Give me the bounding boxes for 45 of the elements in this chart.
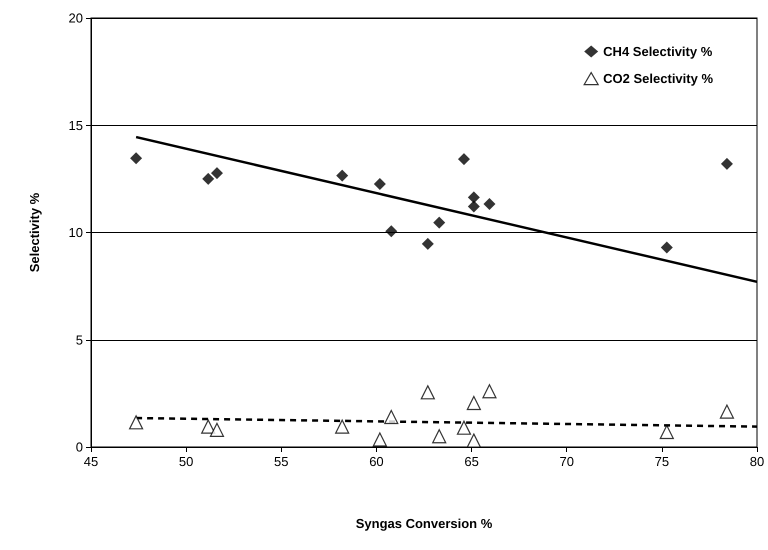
point xyxy=(660,424,674,440)
point xyxy=(385,225,398,238)
y-tick-label: 10 xyxy=(68,225,83,240)
legend-label: CH4 Selectivity % xyxy=(603,44,713,59)
y-axis-title: Selectivity % xyxy=(27,192,42,272)
point xyxy=(433,216,446,229)
y-tick-label: 5 xyxy=(76,332,83,348)
x-tick-label: 65 xyxy=(464,454,479,469)
point xyxy=(420,385,435,400)
point xyxy=(466,433,481,448)
point xyxy=(202,172,214,185)
point xyxy=(210,422,224,437)
point xyxy=(720,158,733,170)
x-tick-label: 55 xyxy=(274,454,289,469)
point xyxy=(432,429,446,444)
y-tick-label: 15 xyxy=(68,118,83,133)
y-tick-label: 20 xyxy=(68,10,83,26)
point xyxy=(335,420,350,434)
point xyxy=(201,420,216,434)
point xyxy=(456,420,472,435)
x-tick-label: 80 xyxy=(750,454,764,469)
x-axis-title: Syngas Conversion % xyxy=(356,516,493,531)
x-tick-label: 45 xyxy=(84,454,98,469)
point xyxy=(372,432,387,447)
point xyxy=(130,152,142,164)
x-tick-label: 60 xyxy=(369,454,384,469)
point xyxy=(660,242,673,254)
point xyxy=(422,238,434,250)
point xyxy=(374,178,386,190)
x-tick-label: 75 xyxy=(654,454,670,469)
point xyxy=(482,384,497,398)
point xyxy=(129,415,144,430)
x-tick-label: 70 xyxy=(559,454,574,469)
point xyxy=(336,170,348,182)
legend-label: CO2 Selectivity % xyxy=(603,71,714,86)
point xyxy=(384,410,398,424)
point xyxy=(466,396,481,410)
point xyxy=(468,191,480,204)
x-tick-label: 50 xyxy=(178,454,194,469)
point xyxy=(210,167,223,180)
point xyxy=(458,153,470,166)
point xyxy=(720,404,734,419)
y-tick-label: 0 xyxy=(76,440,83,454)
point xyxy=(468,200,480,213)
point xyxy=(483,198,496,210)
